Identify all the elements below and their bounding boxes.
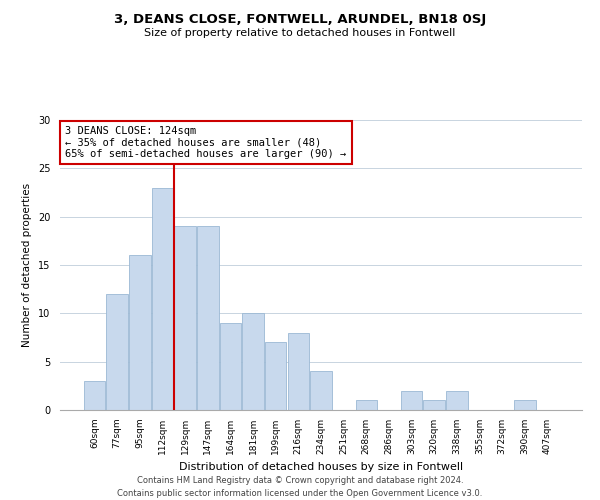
Bar xyxy=(152,188,173,410)
Bar xyxy=(265,342,286,410)
Bar xyxy=(310,372,332,410)
X-axis label: Distribution of detached houses by size in Fontwell: Distribution of detached houses by size … xyxy=(179,462,463,472)
Text: 3 DEANS CLOSE: 124sqm
← 35% of detached houses are smaller (48)
65% of semi-deta: 3 DEANS CLOSE: 124sqm ← 35% of detached … xyxy=(65,126,346,159)
Bar xyxy=(197,226,218,410)
Text: Size of property relative to detached houses in Fontwell: Size of property relative to detached ho… xyxy=(145,28,455,38)
Bar xyxy=(129,256,151,410)
Bar xyxy=(446,390,467,410)
Bar xyxy=(356,400,377,410)
Y-axis label: Number of detached properties: Number of detached properties xyxy=(22,183,32,347)
Bar xyxy=(175,226,196,410)
Bar xyxy=(424,400,445,410)
Bar xyxy=(106,294,128,410)
Text: 3, DEANS CLOSE, FONTWELL, ARUNDEL, BN18 0SJ: 3, DEANS CLOSE, FONTWELL, ARUNDEL, BN18 … xyxy=(114,12,486,26)
Bar xyxy=(514,400,536,410)
Text: Contains HM Land Registry data © Crown copyright and database right 2024.
Contai: Contains HM Land Registry data © Crown c… xyxy=(118,476,482,498)
Bar xyxy=(220,323,241,410)
Bar xyxy=(287,332,309,410)
Bar xyxy=(401,390,422,410)
Bar xyxy=(242,314,264,410)
Bar xyxy=(84,381,105,410)
